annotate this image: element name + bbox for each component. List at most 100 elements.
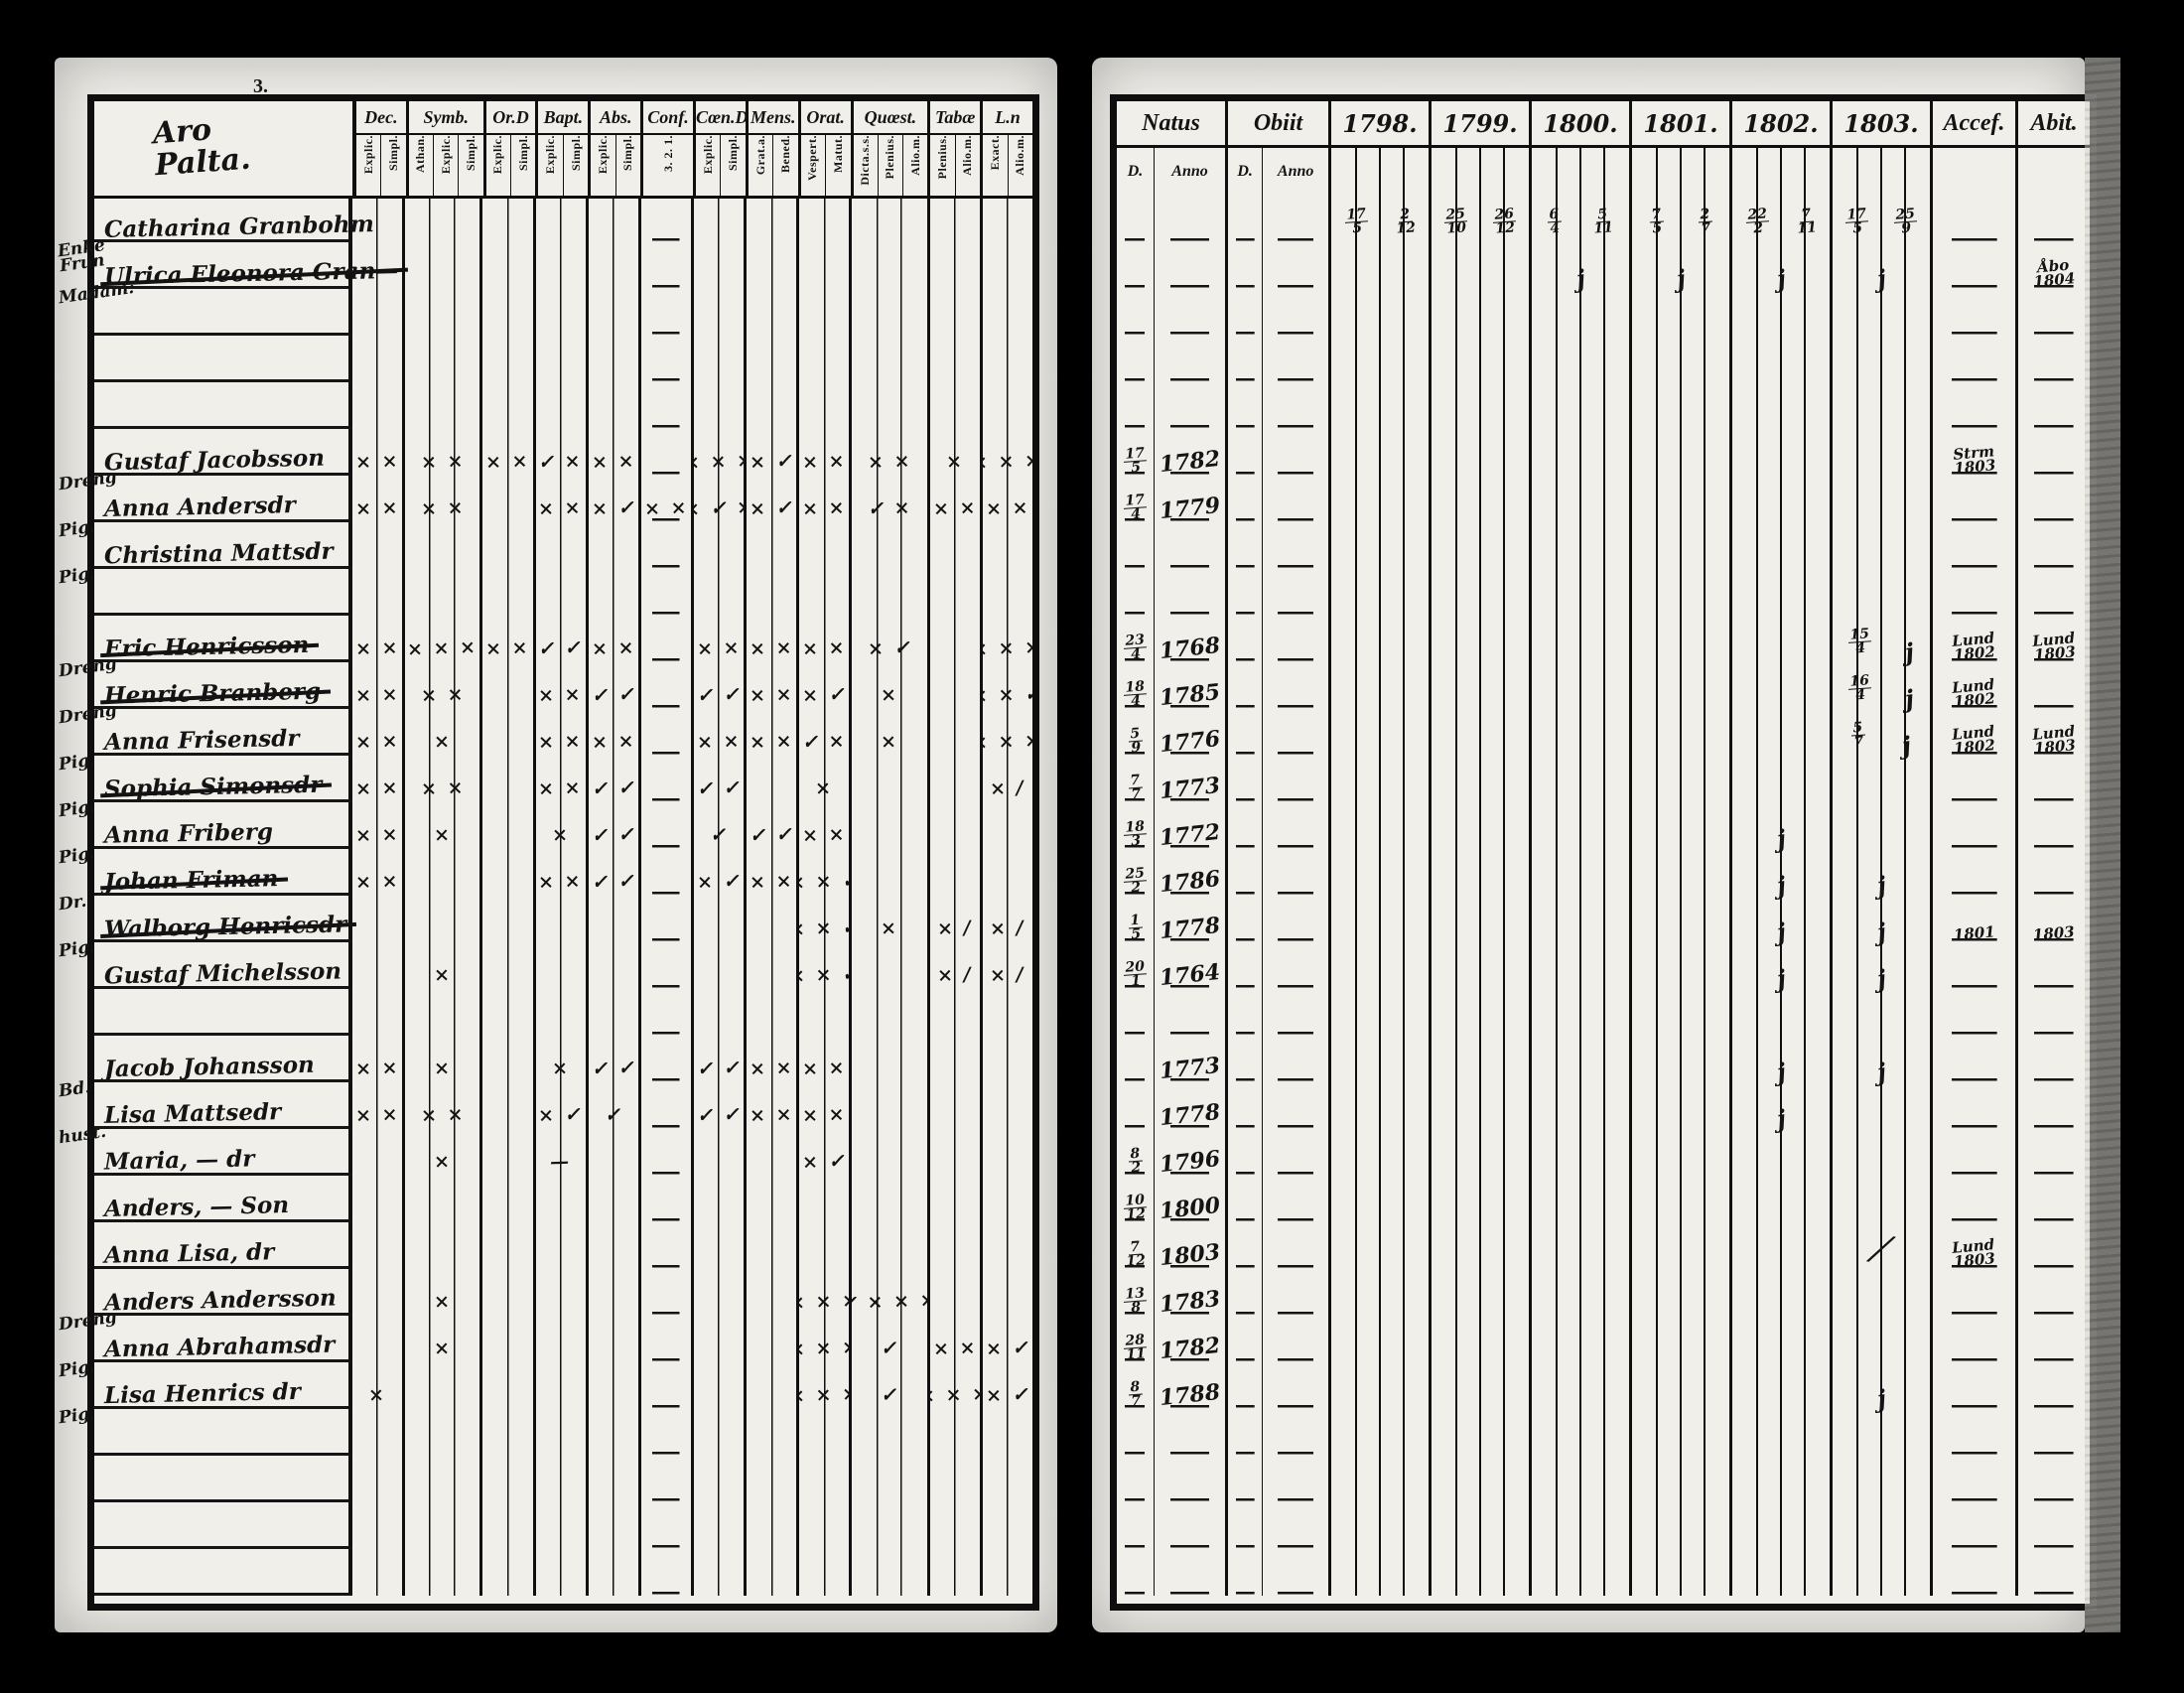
sub-column-label: Alio.m.	[960, 135, 975, 176]
attendance-marks: × ×	[354, 1057, 400, 1080]
attendance-marks: × ×	[591, 636, 636, 660]
mark-cell	[588, 1316, 641, 1362]
column-subs: Explic. Simpl.	[591, 135, 640, 196]
mark-cell	[640, 336, 695, 382]
birth-year: 1783	[1158, 1285, 1222, 1319]
natus-day-cell	[1117, 289, 1155, 336]
abit-cell	[2018, 1036, 2090, 1082]
mark-cell	[640, 382, 695, 429]
mark-cell: × ×	[405, 1082, 483, 1129]
attendance-marks: ✓ ✓	[591, 823, 636, 847]
year-cell-1798	[1331, 1222, 1432, 1269]
accel-header-label: Accef.	[1933, 101, 2015, 148]
mark-cell	[405, 1502, 483, 1549]
mark-cell: × ×	[588, 616, 641, 662]
sub-column-label: Bened.	[777, 135, 792, 174]
mark-cell	[747, 756, 800, 802]
obiit-day-cell	[1228, 849, 1263, 896]
table-row	[94, 989, 1033, 1036]
mark-cell	[640, 1549, 695, 1596]
year-cell-1798	[1331, 662, 1432, 709]
obiit-day-cell	[1228, 569, 1263, 616]
table-row: 13 8 1783	[1117, 1269, 2090, 1319]
sub-column: Plenius.	[930, 135, 956, 196]
mark-cell: ✓ × × ×	[852, 1269, 930, 1316]
year-cell-1802	[1732, 336, 1833, 382]
left-table-header: Aro Palta. Dec. Explic. Simpl. Symb. Athan. E…	[94, 101, 1032, 199]
birth-year: 1788	[1158, 1378, 1222, 1412]
year-cell-1803	[1833, 1409, 1933, 1456]
mark-cell: × ×	[482, 429, 536, 476]
mark-cell: × ×	[352, 1036, 406, 1082]
table-row: Anders Andersson × × × × ✓ × × ×	[94, 1269, 1033, 1316]
mark-cell	[405, 1456, 483, 1502]
mark-cell	[405, 1222, 483, 1269]
mark-cell	[482, 382, 536, 429]
year-cell-1799	[1432, 616, 1532, 662]
name-cell: Anna Lisa, dr	[94, 1222, 352, 1269]
obiit-day-cell	[1228, 336, 1263, 382]
mark-cell	[640, 942, 695, 989]
table-row: Lisa Henrics dr × × × × ✓ × × × × ✓	[94, 1362, 1033, 1409]
accel-cell	[1933, 1082, 2018, 1129]
obiit-day-cell	[1228, 429, 1263, 476]
natus-anno-cell: 1778	[1155, 896, 1228, 944]
natus-anno-cell	[1155, 242, 1228, 289]
year-cell-1801	[1632, 1409, 1732, 1456]
accel-cell	[1933, 242, 2018, 289]
date-fraction: 5 11	[1593, 206, 1614, 237]
accel-cell	[1933, 1176, 2018, 1222]
mark-cell	[982, 1082, 1033, 1129]
marks-cells: × × × × × × ✓ ✓ ✓ ✓ × × × ✓ × × × ✓	[352, 662, 1033, 709]
attendance-marks: × × ×	[406, 635, 478, 661]
attendance-marks: × × ✓	[982, 682, 1033, 708]
table-row: Gustaf Jacobsson × × × × × × ✓ × × × × × × × ✓ ×…	[94, 429, 1033, 476]
column-subs: Exact. Alio.m.	[983, 135, 1032, 196]
natus-header-sub: Anno	[1171, 163, 1208, 180]
mark-cell: × × ×	[799, 1269, 853, 1316]
mark-cell	[747, 1316, 800, 1362]
obiit-anno-cell	[1263, 476, 1331, 522]
accel-cell	[1933, 336, 2018, 382]
obiit-anno-cell	[1263, 569, 1331, 616]
attendance-marks: × ×	[591, 450, 636, 474]
obiit-day-cell	[1228, 989, 1263, 1036]
table-row: j j j j Åbo 1804	[1117, 242, 2090, 293]
person-name: Anders, — Son	[103, 1192, 290, 1222]
mark-cell	[588, 1409, 641, 1456]
mark-cell: × × ×	[929, 1362, 983, 1409]
natus-day-cell: 23 4	[1117, 616, 1155, 663]
mark-cell	[352, 382, 406, 429]
sub-column: Explic.	[696, 135, 722, 196]
year-cell-1801: j	[1632, 242, 1732, 293]
mark-cell	[852, 1502, 930, 1549]
year-cell-1802	[1732, 989, 1833, 1036]
marks-cells: × × × × ✓ ✓ ✓ ✓ ✓ × ×	[352, 802, 1033, 849]
obiit-anno-cell	[1263, 989, 1331, 1036]
mark-cell	[852, 1409, 930, 1456]
attendance-marks: ✓ ✓	[591, 1057, 636, 1080]
table-row: 18 4 1785 16 4 j Lund 1802	[1117, 662, 2090, 713]
mark-cell	[929, 756, 983, 802]
sub-column: Exact.	[983, 135, 1009, 196]
mark-cell	[852, 196, 930, 242]
obiit-day-cell	[1228, 476, 1263, 522]
mark-cell: × ×	[747, 1036, 800, 1082]
column-group-abs: Abs. Explic. Simpl.	[591, 101, 644, 196]
mark-cell: × /	[982, 896, 1033, 942]
year-cell-1800	[1532, 709, 1632, 756]
mark-cell: ×	[405, 1129, 483, 1176]
obiit-day-cell	[1228, 289, 1263, 336]
name-cell: Anna Friberg	[94, 802, 352, 849]
natus-day-cell: 17 4	[1117, 476, 1155, 523]
mark-cell	[482, 242, 536, 289]
attendance-marks: × ×	[932, 1337, 978, 1360]
year-cell-1798	[1331, 942, 1432, 989]
table-row	[1117, 336, 2090, 382]
mark-cell	[535, 1176, 589, 1222]
mark-cell	[482, 1316, 536, 1362]
person-name: Anna Frisensdr	[103, 724, 300, 757]
mark-cell	[982, 382, 1033, 429]
